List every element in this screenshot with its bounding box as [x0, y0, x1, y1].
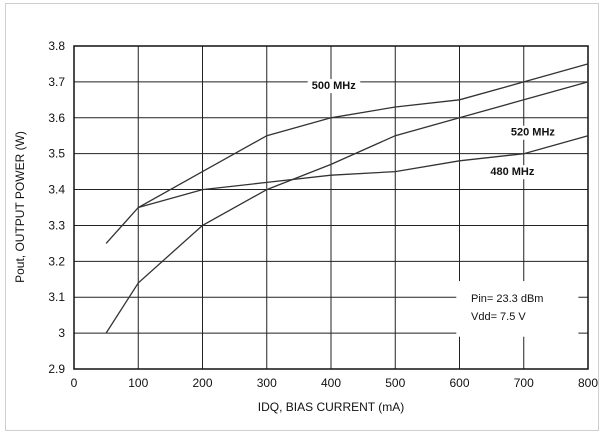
x-tick-label: 200: [192, 376, 212, 390]
x-tick-label: 0: [71, 376, 78, 390]
series-label-background: [307, 79, 361, 94]
x-tick-label: 100: [128, 376, 148, 390]
y-tick-label: 3.3: [48, 218, 65, 232]
series-label-background: [506, 125, 560, 140]
y-tick-label: 2.9: [48, 362, 65, 376]
y-tick-label: 3.8: [48, 39, 65, 53]
y-tick-label: 3.6: [48, 111, 65, 125]
y-axis-label: Pout, OUTPUT POWER (W): [13, 131, 27, 283]
x-tick-label: 800: [578, 376, 598, 390]
series-lines: [105, 63, 589, 334]
y-tick-label: 3.2: [48, 254, 65, 268]
y-tick-label: 3.7: [48, 75, 65, 89]
series-line-520-mhz: [105, 81, 589, 334]
x-tick-labels: 0 100 200 300 400 500 600 700 800: [71, 376, 599, 390]
x-tick-label: 700: [514, 376, 534, 390]
y-tick-label: 3.4: [48, 183, 65, 197]
x-axis-label: IDQ, BIAS CURRENT (mA): [258, 400, 404, 414]
series-label-480-mhz: 480 MHz: [490, 166, 535, 178]
y-tick-label: 3.1: [48, 290, 65, 304]
series-label-500-mhz: 500 MHz: [312, 80, 357, 92]
x-tick-label: 400: [321, 376, 341, 390]
y-tick-label: 3.5: [48, 147, 65, 161]
y-tick-labels: 2.9 3 3.1 3.2 3.3 3.4 3.5 3.6 3.7 3.8: [48, 39, 65, 376]
plot-border: [73, 45, 589, 370]
x-tick-label: 300: [257, 376, 277, 390]
series-label-520-mhz: 520 MHz: [511, 127, 556, 139]
series-label-background: [486, 165, 539, 180]
series-labels: 500 MHz 520 MHz 480 MHz: [307, 79, 579, 337]
vdd-annotation: Vdd= 7.5 V: [471, 311, 526, 323]
y-tick-label: 3: [58, 326, 65, 340]
series-line-480-mhz: [138, 135, 589, 209]
pin-annotation: Pin= 23.3 dBm: [471, 293, 543, 305]
series-line-500-mhz: [105, 63, 589, 244]
annotation-background: [456, 281, 579, 337]
chart-frame: [5, 3, 599, 431]
x-tick-label: 500: [385, 376, 405, 390]
x-tick-label: 600: [449, 376, 469, 390]
